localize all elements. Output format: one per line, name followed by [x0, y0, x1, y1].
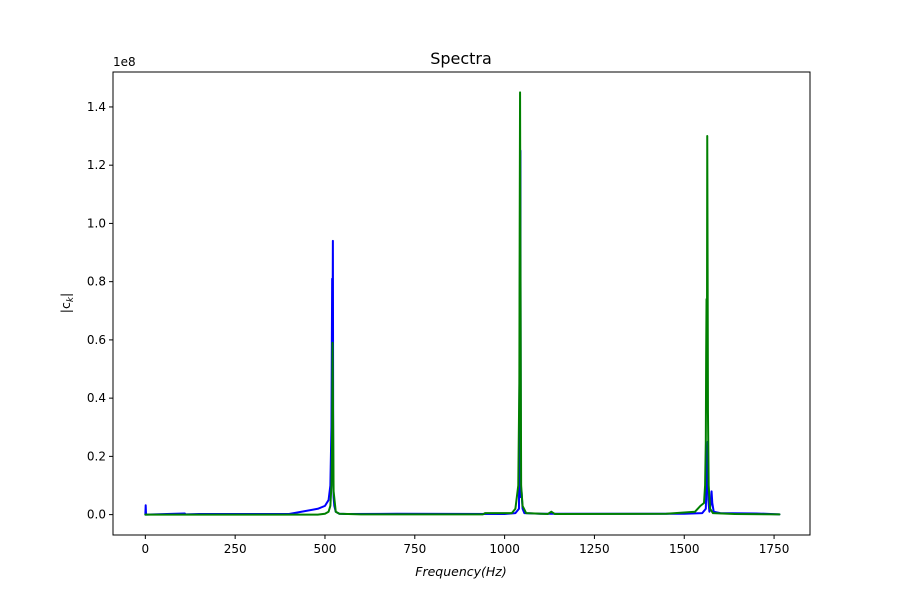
- x-tick-label: 250: [224, 542, 247, 556]
- x-axis-label: Frequency(Hz): [415, 564, 506, 579]
- y-tick-label: 0.4: [87, 391, 106, 405]
- y-axis-label-suffix: |: [58, 293, 73, 297]
- x-tick-label: 1500: [669, 542, 700, 556]
- y-tick-label: 0.2: [87, 449, 106, 463]
- x-tick-label: 1250: [579, 542, 610, 556]
- series-layer: [144, 91, 781, 516]
- y-tick-label: 0.6: [87, 333, 106, 347]
- x-tick-label: 500: [314, 542, 337, 556]
- y-offset-label: 1e8: [113, 55, 136, 69]
- x-tick-label: 750: [403, 542, 426, 556]
- x-tick-label: 1000: [489, 542, 520, 556]
- x-tick-label: 1750: [759, 542, 790, 556]
- y-tick-label: 1.0: [87, 216, 106, 230]
- x-axis-label-unit: (Hz): [481, 564, 507, 579]
- x-tick-label: 0: [142, 542, 150, 556]
- y-tick-label: 0.8: [87, 275, 106, 289]
- y-axis-label-sub: k: [66, 296, 76, 302]
- plot-frame: [112, 71, 811, 536]
- y-axis-label-prefix: |c: [58, 302, 73, 313]
- y-tick-label: 1.2: [87, 158, 106, 172]
- chart-title: Spectra: [430, 49, 492, 68]
- y-axis-ticks: 0.0 0.2 0.4 0.6 0.8 1.0 1.2 1.4: [87, 100, 113, 522]
- series-line-2: [144, 91, 781, 516]
- y-tick-label: 0.0: [87, 508, 106, 522]
- y-tick-label: 1.4: [87, 100, 106, 114]
- x-axis-ticks: 0 250 500 750 1000 1250 1500 1750: [142, 535, 790, 556]
- x-axis-label-main: Frequency: [415, 564, 481, 579]
- y-axis-label: |ck|: [58, 293, 76, 314]
